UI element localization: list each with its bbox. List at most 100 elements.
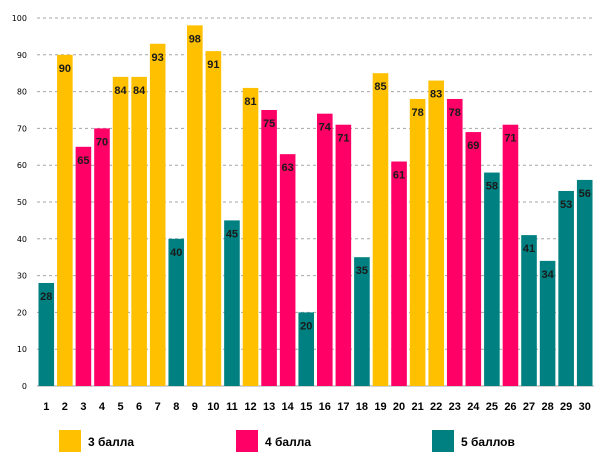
bar-5 <box>112 76 129 386</box>
y-tick-label: 50 <box>17 198 27 207</box>
data-label: 78 <box>411 107 423 119</box>
bar-14 <box>279 154 296 386</box>
y-tick-label: 40 <box>17 235 27 244</box>
data-label: 84 <box>133 85 146 97</box>
data-label: 65 <box>77 155 89 167</box>
x-tick-label: 14 <box>282 401 295 413</box>
x-tick-label: 29 <box>560 401 572 413</box>
data-label: 63 <box>282 162 294 174</box>
data-label: 98 <box>189 33 201 45</box>
bar-1 <box>38 282 55 386</box>
data-label: 81 <box>244 96 256 108</box>
data-label: 75 <box>263 118 275 130</box>
data-label: 74 <box>319 122 332 134</box>
data-label: 83 <box>430 89 442 101</box>
x-tick-label: 11 <box>226 401 238 413</box>
x-tick-label: 7 <box>155 401 161 413</box>
x-tick-label: 26 <box>504 401 516 413</box>
x-tick-label: 3 <box>80 401 86 413</box>
y-tick-label: 30 <box>17 272 27 281</box>
bar-22 <box>428 80 444 386</box>
gridlines <box>37 17 594 387</box>
x-tick-label: 1 <box>43 401 49 413</box>
data-label: 58 <box>486 181 498 193</box>
x-tick-label: 28 <box>541 401 553 413</box>
y-tick-label: 10 <box>17 345 27 354</box>
data-label: 70 <box>96 136 108 148</box>
x-axis-ticks: 1 2 3 4 5 6 7 8 9 10 11 12 13 14 15 16 17 18 19 20 21 22 23 24 2… <box>43 401 591 413</box>
x-tick-label: 18 <box>356 401 368 413</box>
data-label: 71 <box>504 133 516 145</box>
legend-label: 3 балла <box>88 435 134 449</box>
x-tick-label: 9 <box>192 401 198 413</box>
bar-26 <box>502 124 519 386</box>
bars <box>38 25 593 387</box>
bar-3 <box>75 146 92 386</box>
x-tick-label: 10 <box>207 401 219 413</box>
bar-25 <box>484 172 500 386</box>
data-label: 40 <box>170 247 182 259</box>
bar-23 <box>446 98 463 387</box>
y-tick-label: 90 <box>17 51 27 60</box>
data-label: 20 <box>300 320 312 332</box>
y-tick-label: 70 <box>17 124 27 133</box>
legend-label: 4 балла <box>265 435 311 449</box>
x-tick-label: 6 <box>136 401 142 413</box>
legend-swatch <box>59 430 81 452</box>
x-tick-label: 30 <box>579 401 591 413</box>
y-tick-label: 0 <box>22 382 27 391</box>
bar-19 <box>372 73 389 386</box>
data-label: 91 <box>207 59 219 71</box>
legend: 3 балла 4 балла 5 баллов <box>59 430 515 452</box>
data-label: 34 <box>541 269 554 281</box>
data-label: 35 <box>356 265 368 277</box>
x-tick-label: 23 <box>449 401 461 413</box>
data-label: 93 <box>152 52 164 64</box>
data-labels: 28 90 65 70 84 84 93 40 98 91 45 81 75 63 20 74 71 35 85 61… <box>40 33 591 332</box>
y-tick-label: 60 <box>17 161 27 170</box>
x-tick-label: 19 <box>374 401 386 413</box>
bar-17 <box>335 124 352 386</box>
bar-29 <box>558 190 574 386</box>
x-tick-label: 25 <box>486 401 498 413</box>
bar-13 <box>261 110 277 386</box>
data-label: 61 <box>393 170 405 182</box>
y-axis-ticks: 0 10 20 30 40 50 60 70 80 90 100 <box>12 14 27 391</box>
data-label: 85 <box>374 81 386 93</box>
x-tick-label: 12 <box>244 401 256 413</box>
bar-12 <box>242 87 259 387</box>
bar-30 <box>576 179 593 386</box>
x-tick-label: 22 <box>430 401 442 413</box>
x-tick-label: 2 <box>62 401 68 413</box>
bar-6 <box>131 76 147 386</box>
bar-9 <box>187 25 203 387</box>
x-tick-label: 24 <box>467 401 480 413</box>
bar-20 <box>391 161 407 386</box>
bar-11 <box>224 220 240 386</box>
x-tick-label: 13 <box>263 401 275 413</box>
data-label: 45 <box>226 228 238 240</box>
x-tick-label: 4 <box>99 401 106 413</box>
x-tick-label: 21 <box>411 401 423 413</box>
bar-15 <box>298 312 315 386</box>
data-label: 56 <box>579 188 591 200</box>
legend-swatch <box>236 430 258 452</box>
data-label: 53 <box>560 199 572 211</box>
bar-8 <box>168 238 185 386</box>
bar-21 <box>409 98 426 387</box>
bar-2 <box>57 54 73 387</box>
bar-24 <box>465 132 482 386</box>
data-label: 90 <box>59 63 71 75</box>
x-tick-label: 8 <box>173 401 179 413</box>
bar-7 <box>149 43 166 386</box>
data-label: 28 <box>40 291 52 303</box>
bar-27 <box>521 235 537 386</box>
y-tick-label: 80 <box>17 88 27 97</box>
x-tick-label: 16 <box>319 401 331 413</box>
bar-16 <box>316 113 333 387</box>
bar-28 <box>539 260 556 386</box>
bar-4 <box>94 128 110 386</box>
x-tick-label: 20 <box>393 401 405 413</box>
